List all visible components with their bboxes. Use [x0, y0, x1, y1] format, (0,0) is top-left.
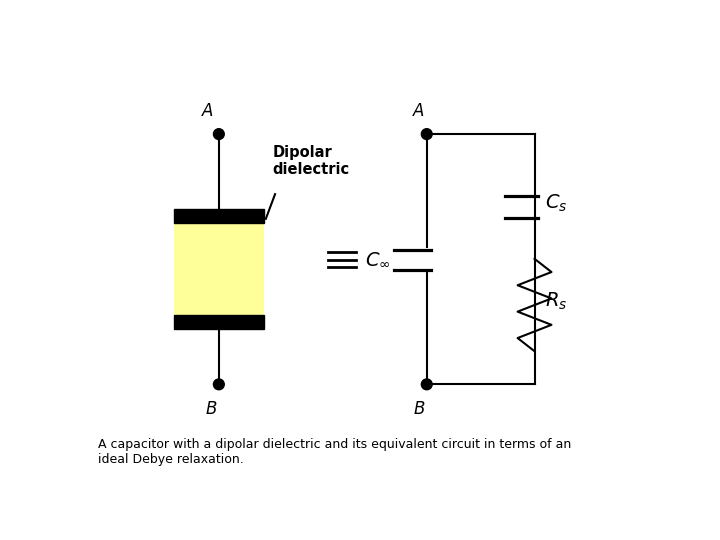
Bar [174, 222, 264, 315]
Circle shape [213, 379, 224, 390]
Text: $A$: $A$ [201, 103, 214, 120]
Text: $B$: $B$ [413, 401, 426, 418]
Bar [174, 209, 264, 222]
Circle shape [421, 379, 432, 390]
Text: $B$: $B$ [205, 401, 217, 418]
Text: Dipolar
dielectric: Dipolar dielectric [273, 145, 350, 177]
Bar [174, 315, 264, 329]
Circle shape [213, 129, 224, 139]
Text: $C_s$: $C_s$ [544, 193, 567, 214]
Text: $A$: $A$ [413, 103, 426, 120]
Text: $R_s$: $R_s$ [544, 291, 567, 312]
Text: A capacitor with a dipolar dielectric and its equivalent circuit in terms of an
: A capacitor with a dipolar dielectric an… [98, 438, 571, 466]
Text: $C_{\infty}$: $C_{\infty}$ [365, 251, 391, 268]
Circle shape [421, 129, 432, 139]
